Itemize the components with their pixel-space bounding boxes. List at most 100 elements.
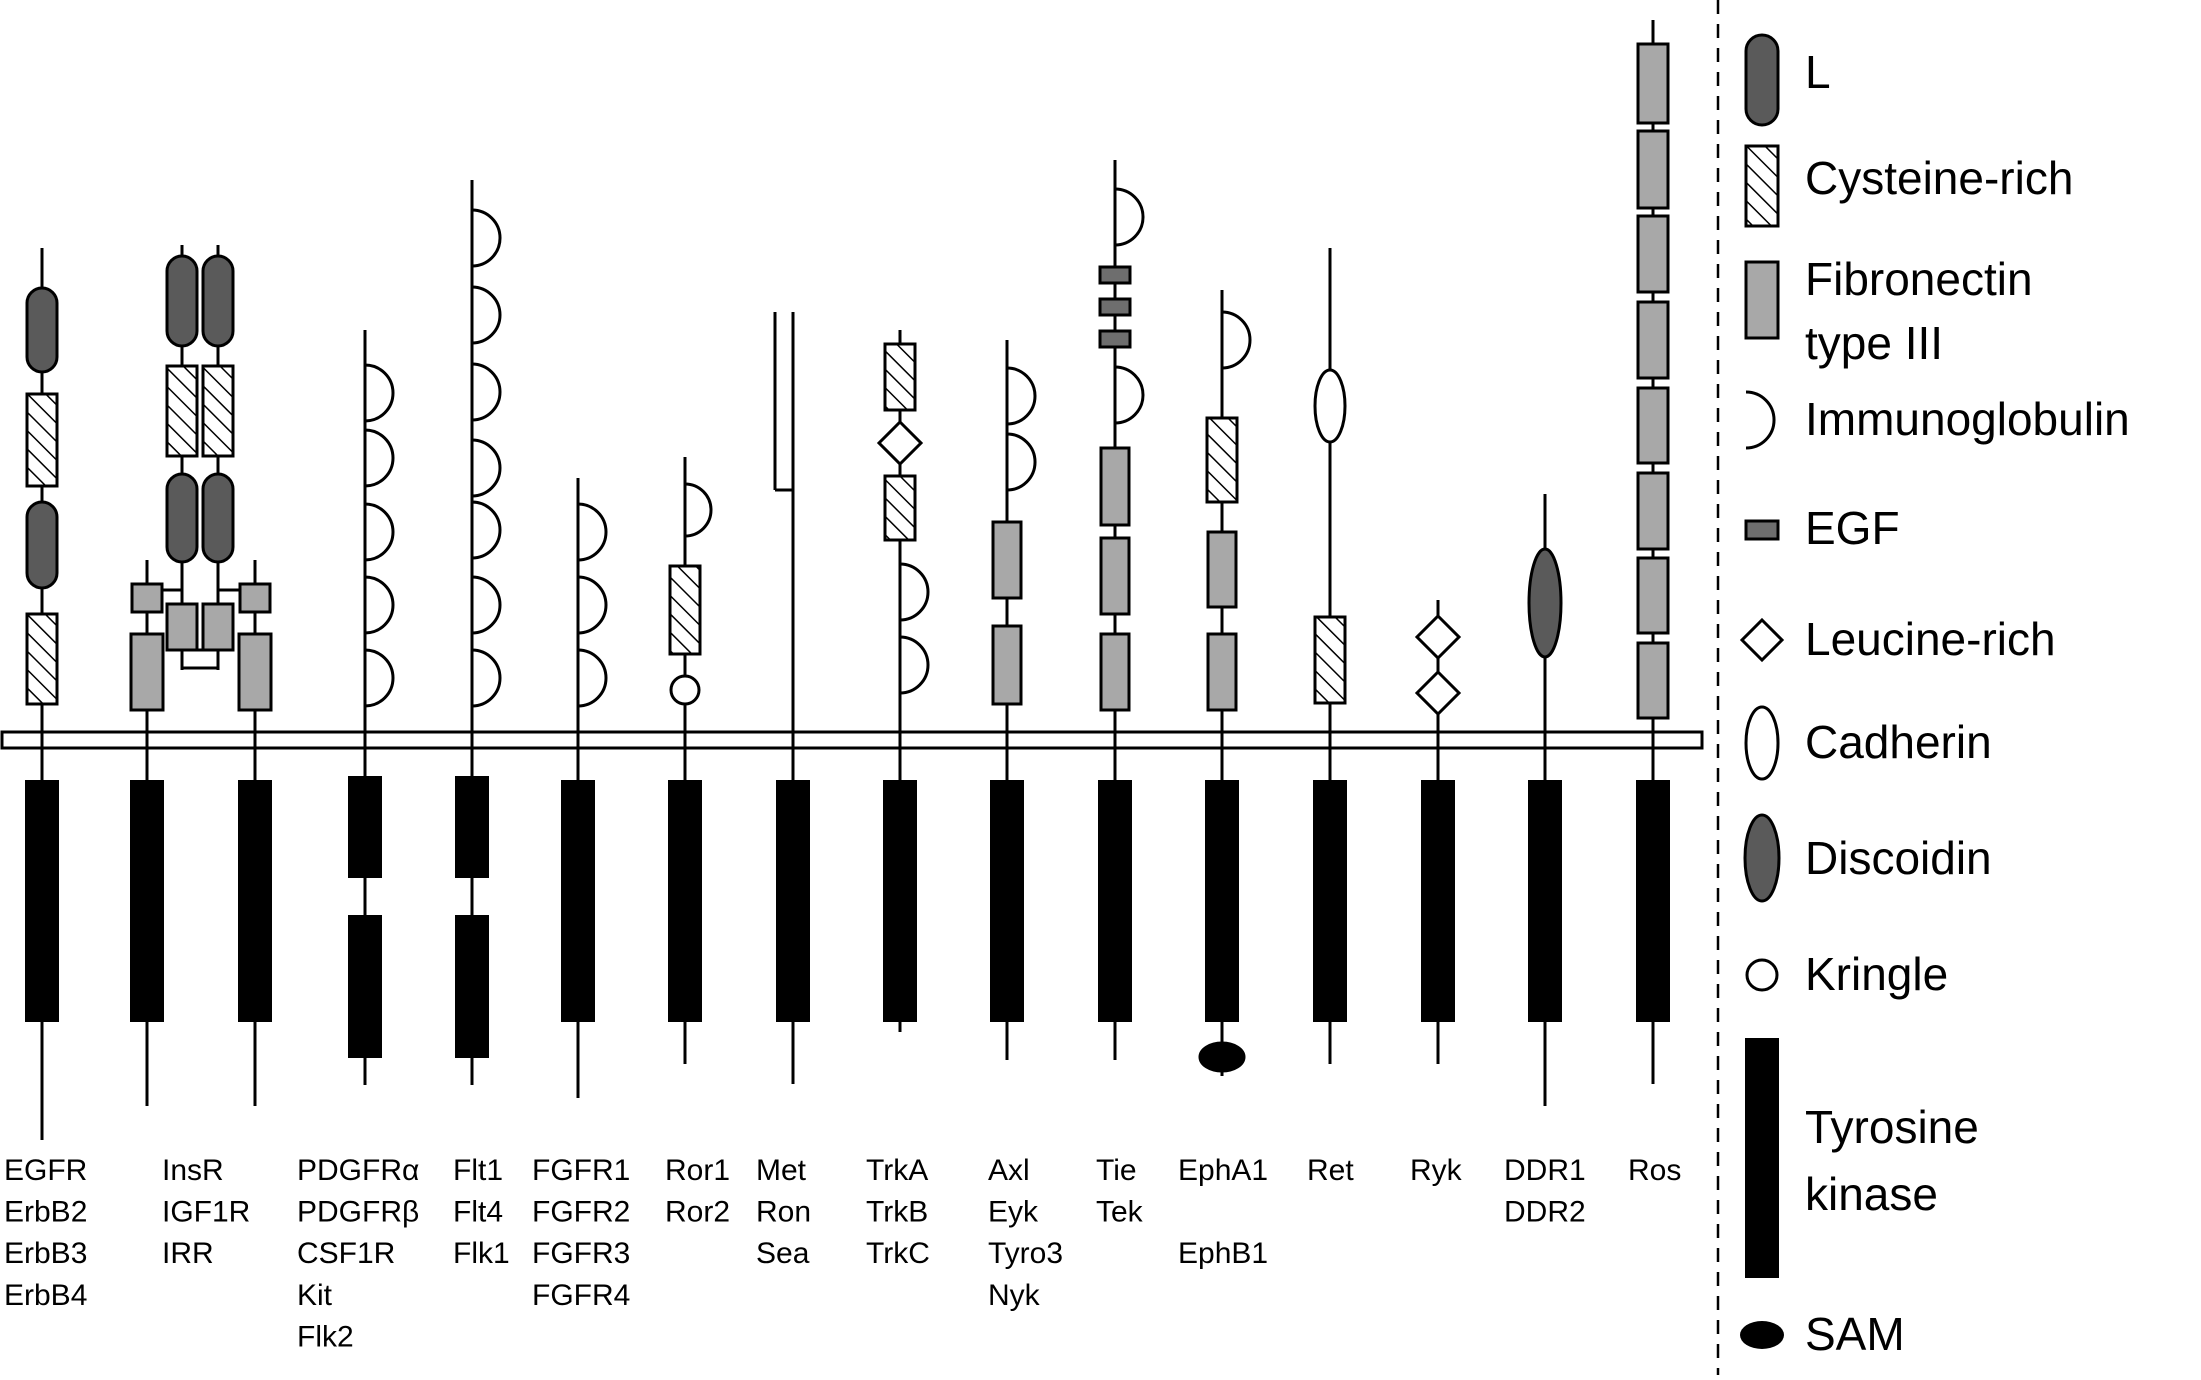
legend-label: kinase [1805, 1168, 1938, 1220]
l-domain-icon [1744, 33, 1780, 127]
immunoglobulin-domain [1114, 187, 1145, 247]
fibronectin-domain [1636, 129, 1670, 210]
kringle-icon [1745, 958, 1779, 992]
fibronectin-domain [991, 624, 1023, 706]
immunoglobulin-icon [1745, 390, 1776, 450]
receptor-name: Met [756, 1154, 807, 1187]
immunoglobulin-domain [684, 482, 713, 538]
legend-item-l: L [1744, 33, 1831, 127]
receptor-ddr [1527, 494, 1563, 1106]
receptor-met [773, 312, 810, 1084]
receptor-name: IRR [162, 1237, 214, 1270]
receptor-label-group-trk: TrkA TrkB TrkC [866, 1154, 930, 1270]
receptor-eph [1198, 290, 1252, 1076]
receptor-label-group-insr: InsR IGF1R IRR [162, 1154, 250, 1270]
egf-domain [1098, 265, 1132, 285]
legend-item-tk: Tyrosine kinase [1745, 1038, 1979, 1278]
legend-item-cys: Cysteine-rich [1744, 144, 2073, 228]
receptor-pdgfr [348, 330, 395, 1085]
legend-item-leu: Leucine-rich [1739, 613, 2056, 665]
egf-domain [1098, 297, 1132, 317]
legend-item-ig: Immunoglobulin [1745, 390, 2130, 450]
fibronectin-domain [1636, 214, 1670, 294]
receptor-label-group-eph: EphA1 EphB1 [1178, 1154, 1268, 1270]
receptor-name: EGFR [4, 1154, 87, 1187]
receptor-trk [876, 330, 930, 1032]
receptor-name: Tie [1096, 1154, 1137, 1187]
receptor-name: Axl [988, 1154, 1030, 1187]
immunoglobulin-domain [1221, 310, 1252, 370]
receptor-name: ErbB4 [4, 1279, 87, 1312]
cysteine-rich-domain [201, 364, 235, 458]
immunoglobulin-domain [364, 428, 395, 488]
tyrosine-kinase-domain [348, 776, 382, 878]
immunoglobulin-domain [471, 285, 502, 345]
receptor-flt [455, 180, 502, 1085]
receptor-name: FGFR4 [532, 1279, 630, 1312]
l-domain [165, 472, 199, 564]
receptor-ros [1636, 20, 1670, 1084]
tyrosine-kinase-domain [455, 915, 489, 1058]
receptor-tie [1098, 160, 1145, 1060]
fibronectin-domain [1099, 536, 1131, 616]
receptor-name: Ron [756, 1196, 811, 1229]
tyrosine-kinase-domain [1528, 780, 1562, 1022]
receptor-name: TrkB [866, 1196, 928, 1229]
fibronectin-domain [1636, 641, 1670, 720]
tyrosine-kinase-domain [1205, 780, 1239, 1022]
tyrosine-kinase-domain [348, 915, 382, 1058]
receptor-name: Ros [1628, 1154, 1681, 1187]
tyrosine-kinase-domain [455, 776, 489, 878]
cysteine-rich-domain [668, 564, 702, 656]
fibronectin-domain [1636, 471, 1670, 551]
immunoglobulin-domain [899, 562, 930, 622]
leucine-rich-domain [1414, 669, 1462, 717]
legend-item-kri: Kringle [1745, 948, 1948, 1000]
legend-label: Cysteine-rich [1805, 152, 2073, 204]
receptor-name: FGFR1 [532, 1154, 630, 1187]
sam-domain [1198, 1041, 1246, 1073]
immunoglobulin-domain [1006, 366, 1037, 426]
cysteine-rich-domain [883, 474, 917, 542]
fibronectin-domain [238, 582, 272, 614]
receptor-labels: EGFRErbB2ErbB3ErbB4InsRIGF1RIRRPDGFRαPDG… [4, 1154, 1681, 1353]
receptor-name: IGF1R [162, 1196, 250, 1229]
receptor-name: DDR2 [1504, 1196, 1586, 1229]
discoidin-domain [1527, 547, 1563, 659]
legend-label: L [1805, 46, 1831, 98]
receptor-name: PDGFRβ [297, 1196, 419, 1229]
receptor-label-group-axl: Axl Eyk Tyro3 Nyk [988, 1154, 1063, 1312]
immunoglobulin-domain [577, 648, 608, 708]
receptor-label-group-flt: Flt1 Flt4 Flk1 [453, 1154, 510, 1270]
immunoglobulin-domain [471, 648, 502, 708]
receptor-name: Tyro3 [988, 1237, 1063, 1270]
legend-label: EGF [1805, 502, 1900, 554]
receptor-name: FGFR2 [532, 1196, 630, 1229]
receptor-name: Ret [1307, 1154, 1354, 1187]
receptor-label-group-ddr: DDR1 DDR2 [1504, 1154, 1586, 1229]
legend-label: type III [1805, 317, 1943, 369]
receptor-label-group-ros: Ros [1628, 1154, 1681, 1187]
receptor-name: ErbB3 [4, 1237, 87, 1270]
legend-label: Discoidin [1805, 832, 1992, 884]
l-domain [201, 472, 235, 564]
leucine-rich-domain [876, 419, 924, 467]
legend-label: Kringle [1805, 948, 1948, 1000]
receptor-name: Kit [297, 1279, 333, 1312]
l-domain [25, 500, 59, 590]
immunoglobulin-domain [364, 502, 395, 562]
cysteine-rich-domain [1205, 416, 1239, 504]
receptor-name: Ryk [1410, 1154, 1463, 1187]
immunoglobulin-domain [471, 500, 502, 560]
receptor-name: TrkA [866, 1154, 928, 1187]
tyrosine-kinase-domain [25, 780, 59, 1022]
receptors [25, 20, 1670, 1140]
legend-label: Fibronectin [1805, 253, 2033, 305]
fibronectin-domain [1636, 300, 1670, 380]
tyrosine-kinase-domain [130, 780, 164, 1022]
fibronectin-domain [129, 632, 165, 712]
receptor-ror [668, 457, 713, 1064]
legend-label: Leucine-rich [1805, 613, 2056, 665]
legend-item-egf: EGF [1744, 502, 1900, 554]
tyrosine-kinase-icon [1745, 1038, 1779, 1278]
